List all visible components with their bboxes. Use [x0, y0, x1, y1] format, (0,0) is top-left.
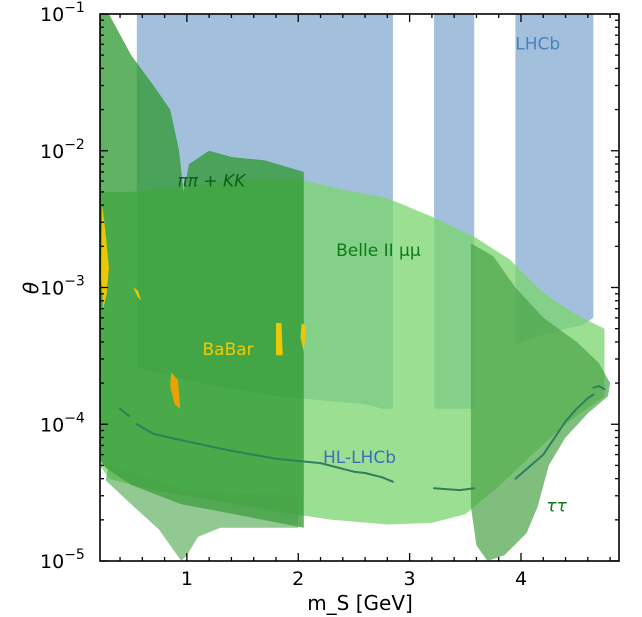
region-babar-3	[300, 323, 306, 352]
line-hl-lhcb-4	[592, 385, 606, 391]
x-tick-label: 3	[404, 568, 416, 590]
x-tick-label: 1	[181, 568, 193, 590]
region--0	[470, 243, 611, 561]
y-axis-title: θ	[19, 282, 43, 294]
line-hl-lhcb-1	[135, 423, 394, 483]
region-low-mass-0	[105, 465, 299, 561]
region-babar-0	[101, 205, 109, 309]
x-axis-title: m_S [GeV]	[307, 591, 413, 615]
label-kk: ππ + KK	[177, 171, 247, 191]
x-tick-label: 4	[515, 568, 527, 590]
line-hl-lhcb-0	[119, 407, 130, 417]
region-babar-1	[133, 287, 142, 301]
plot-regions	[100, 14, 611, 561]
plot-lines	[119, 385, 606, 492]
label-babar: BaBar	[203, 340, 254, 360]
line-hl-lhcb-3	[514, 393, 595, 480]
axis-ticks	[100, 13, 619, 562]
region-lhcb-2	[515, 14, 594, 345]
region-babar-orange-0	[170, 372, 181, 409]
region-labels: LHCb ππ + KK Belle II μμ BaBar HL-LHCb ττ	[177, 35, 567, 517]
x-tick-label: 2	[292, 568, 304, 590]
region-kk-0	[100, 14, 304, 528]
label-hl-lhcb: HL-LHCb	[323, 448, 396, 468]
y-tick-label: 10−5	[40, 547, 85, 573]
label-lhcb: LHCb	[515, 35, 560, 55]
region-babar-2	[276, 323, 283, 356]
label-text: ττ	[546, 497, 567, 517]
label-belle-ii: Belle II μμ	[336, 241, 421, 261]
line-hl-lhcb-2	[433, 487, 476, 492]
